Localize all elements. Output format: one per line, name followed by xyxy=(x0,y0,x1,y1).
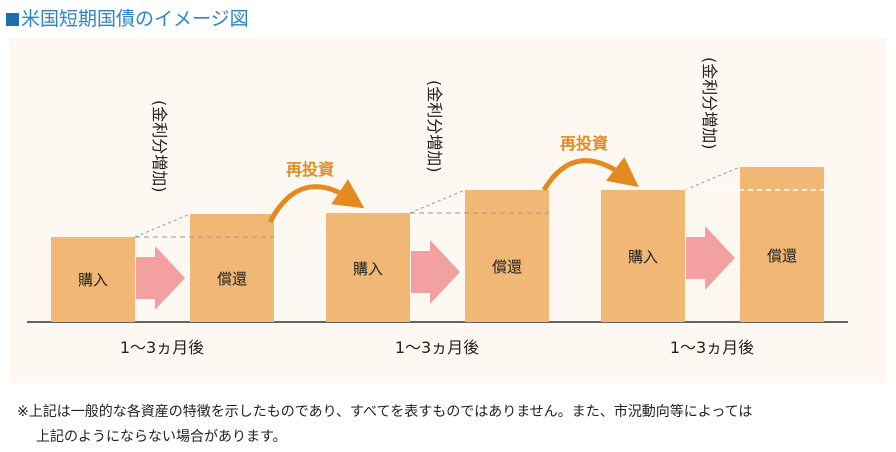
period-label: 1〜3ヵ月後 xyxy=(120,338,204,357)
cycle-3: 購入 償還 (金利分増加) 1〜3ヵ月後 xyxy=(601,57,824,357)
redemption-block xyxy=(465,190,549,322)
cycle-2: 購入 償還 (金利分増加) 1〜3ヵ月後 xyxy=(326,80,549,357)
interest-slope-line xyxy=(409,189,466,214)
redemption-label: 償還 xyxy=(492,258,522,276)
purchase-label: 購入 xyxy=(628,248,658,266)
period-label: 1〜3ヵ月後 xyxy=(395,338,479,357)
purchase-label: 購入 xyxy=(353,260,383,278)
purchase-block xyxy=(51,237,135,322)
reinvest-arrow-icon xyxy=(541,156,639,192)
diagram-title: 米国短期国債のイメージ図 xyxy=(6,4,249,31)
interest-slope-line xyxy=(134,213,191,238)
interest-label: (金利分増加) xyxy=(150,100,169,193)
footnote-line-2: 上記のようにならない場合があります。 xyxy=(36,429,287,445)
cycle-1: 購入 償還 (金利分増加) 1〜3ヵ月後 xyxy=(51,100,274,357)
interest-label: (金利分増加) xyxy=(700,57,719,150)
footnote-line-1: ※上記は一般的な各資産の特徴を示したものであり、すべてを表すものではありません。… xyxy=(17,404,753,420)
purchase-block xyxy=(326,213,410,322)
purchase-block xyxy=(601,190,685,322)
interest-label: (金利分増加) xyxy=(425,80,444,173)
pink-arrow-icon xyxy=(136,246,185,310)
purchase-label: 購入 xyxy=(78,271,108,289)
period-label: 1〜3ヵ月後 xyxy=(670,338,754,357)
redemption-block xyxy=(740,167,824,322)
diagram-panel xyxy=(9,38,886,383)
title-square-icon xyxy=(6,13,19,26)
interest-slope-line xyxy=(684,166,741,191)
pink-arrow-icon xyxy=(411,240,460,304)
title-text: 米国短期国債のイメージ図 xyxy=(21,8,249,30)
reinvest-label: 再投資 xyxy=(560,134,608,153)
redemption-label: 償還 xyxy=(217,270,247,288)
redemption-label: 償還 xyxy=(767,247,797,265)
redemption-block xyxy=(190,214,274,322)
reinvest-label: 再投資 xyxy=(286,160,334,179)
reinvest-arrow-icon xyxy=(267,179,365,224)
pink-arrow-icon xyxy=(686,226,735,290)
